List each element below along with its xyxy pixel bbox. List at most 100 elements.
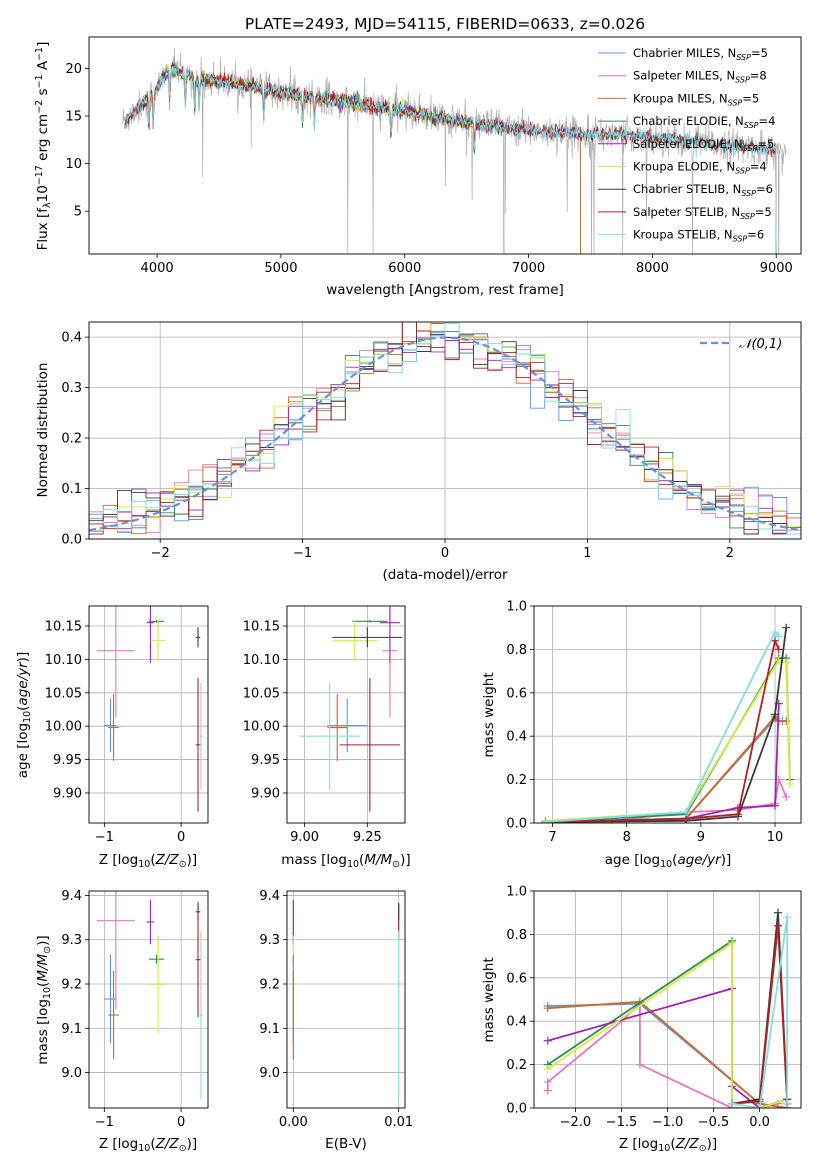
weight-marker — [782, 792, 791, 801]
weight-line — [545, 630, 780, 823]
y-tick-label: 9.4 — [259, 889, 280, 904]
label-part: mass [ — [35, 1020, 51, 1065]
y-tick-label: 0.6 — [506, 971, 527, 986]
y-tick-label: 9.2 — [61, 978, 82, 993]
label-part: age [ — [605, 852, 640, 868]
mass-vs-EBV-frame — [286, 890, 406, 1109]
label-part: log — [15, 723, 31, 744]
x-tick-label: −0.5 — [698, 1115, 730, 1130]
label-part: 10 — [138, 1143, 150, 1154]
x-tick-label: 9.00 — [290, 830, 319, 845]
weight-marker — [773, 908, 782, 917]
label-part: Z/Z — [675, 1136, 700, 1152]
legend-label: Kroupa ELODIE, NSSP=4 — [633, 160, 767, 176]
label-part: )] — [15, 652, 31, 663]
x-tick-label: 9000 — [760, 261, 793, 276]
weight-vs-age-xlabel: age [log10(age/yr)] — [605, 852, 731, 870]
y-tick-label: 10.10 — [243, 653, 280, 668]
y-tick-label: 10 — [65, 157, 82, 172]
mass-vs-Z-errorbars — [96, 891, 203, 1100]
label-part: ( — [150, 852, 155, 868]
label-part: ( — [670, 1136, 675, 1152]
label-part: )] — [187, 1136, 198, 1152]
label-part: M/M — [364, 852, 392, 868]
y-tick-label: 10.00 — [45, 720, 82, 735]
legend-label-sub: SSP — [733, 235, 748, 244]
label-part: 10 — [658, 1143, 670, 1154]
label-part: Z [ — [99, 1136, 118, 1152]
y-tick-label: 9.90 — [53, 786, 82, 801]
legend-label: Chabrier STELIB, NSSP=6 — [633, 182, 773, 198]
label-part: 10 — [22, 711, 33, 723]
x-tick-label: −1 — [293, 546, 312, 561]
legend-label-text: Kroupa ELODIE, N — [633, 160, 735, 174]
weight-marker — [727, 1099, 736, 1108]
x-tick-label: 7000 — [512, 261, 545, 276]
y-tick-label: 0.4 — [61, 331, 82, 346]
weight-marker — [782, 658, 791, 667]
label-part: ( — [672, 852, 677, 868]
y-tick-label: 0.8 — [506, 928, 527, 943]
weight-marker — [773, 921, 782, 930]
x-tick-label: −2.0 — [560, 1115, 592, 1130]
legend-label: Chabrier ELODIE, NSSP=4 — [633, 114, 775, 130]
weight-marker — [541, 817, 550, 823]
x-tick-label: −1.5 — [606, 1115, 638, 1130]
weight-marker — [543, 1036, 552, 1045]
label-part: Z [ — [99, 852, 118, 868]
figure-title: PLATE=2493, MJD=54115, FIBERID=0633, z=0… — [245, 15, 645, 33]
legend-label-sub: SSP — [743, 144, 758, 153]
label-part: ⊙ — [392, 859, 400, 870]
weight-line — [731, 925, 789, 1105]
y-tick-label: 0.8 — [506, 643, 527, 658]
legend-label-value: =5 — [751, 46, 768, 60]
label-part: age [ — [15, 744, 31, 779]
residuals-frame — [88, 321, 802, 540]
histogram-step — [89, 322, 801, 531]
label-part: )] — [721, 852, 732, 868]
y-tick-label: 0.0 — [506, 1102, 527, 1117]
histogram-step — [89, 322, 801, 535]
weight-marker — [771, 636, 780, 645]
x-tick-label: 0 — [177, 1115, 185, 1130]
label-part: )] — [400, 852, 411, 868]
model-spectrum-line — [124, 66, 777, 254]
weight-marker — [771, 628, 780, 637]
weight-vs-Z-frame — [533, 890, 802, 1109]
y-tick-label: 5 — [74, 205, 82, 220]
y-tick-label: 9.0 — [259, 1066, 280, 1081]
y-tick-label: 0.4 — [506, 730, 527, 745]
label-part: −1 — [34, 47, 45, 61]
weight-marker — [727, 939, 736, 948]
label-part: Z/Z — [155, 852, 180, 868]
residuals-ylabel: Normed distribution — [35, 363, 51, 498]
label-part: log — [326, 852, 347, 868]
label-part: ⊙ — [179, 859, 187, 870]
legend-label-sub: SSP — [736, 53, 751, 62]
y-tick-label: 9.0 — [61, 1066, 82, 1081]
legend-label-text: Chabrier ELODIE, N — [633, 114, 744, 128]
label-part: age/yr — [15, 661, 31, 706]
label-part: age/yr — [677, 852, 722, 868]
weight-marker — [771, 801, 780, 810]
label-part: erg cm — [35, 114, 51, 165]
normal-legend-label: 𝒩(0,1) — [739, 337, 782, 352]
legend-label-value: =6 — [756, 182, 773, 196]
weight-line — [731, 916, 789, 1108]
label-part: ⊙ — [42, 946, 53, 954]
mass-vs-Z-axes: −1 0 9.0 9.1 9.2 9.3 9.4 — [61, 889, 208, 1130]
legend-label: Chabrier MILES, NSSP=5 — [633, 46, 768, 62]
label-part: log — [35, 999, 51, 1020]
y-tick-label: 0.0 — [506, 817, 527, 832]
y-tick-label: 10.00 — [243, 720, 280, 735]
legend-label-value: =5 — [755, 205, 772, 219]
label-part: log — [639, 852, 660, 868]
x-tick-label: 8 — [623, 830, 631, 845]
label-part: 10 — [42, 987, 53, 999]
label-part: )] — [707, 1136, 718, 1152]
spectrum-ylabel: Flux [fλ10−17 erg cm−2 s−1 A−1] — [34, 42, 53, 251]
y-tick-label: 9.4 — [61, 889, 82, 904]
age-vs-Z-ylabel: age [log10(age/yr)] — [15, 652, 33, 778]
mass-vs-Z-frame — [88, 890, 209, 1109]
weight-line — [547, 941, 788, 1108]
